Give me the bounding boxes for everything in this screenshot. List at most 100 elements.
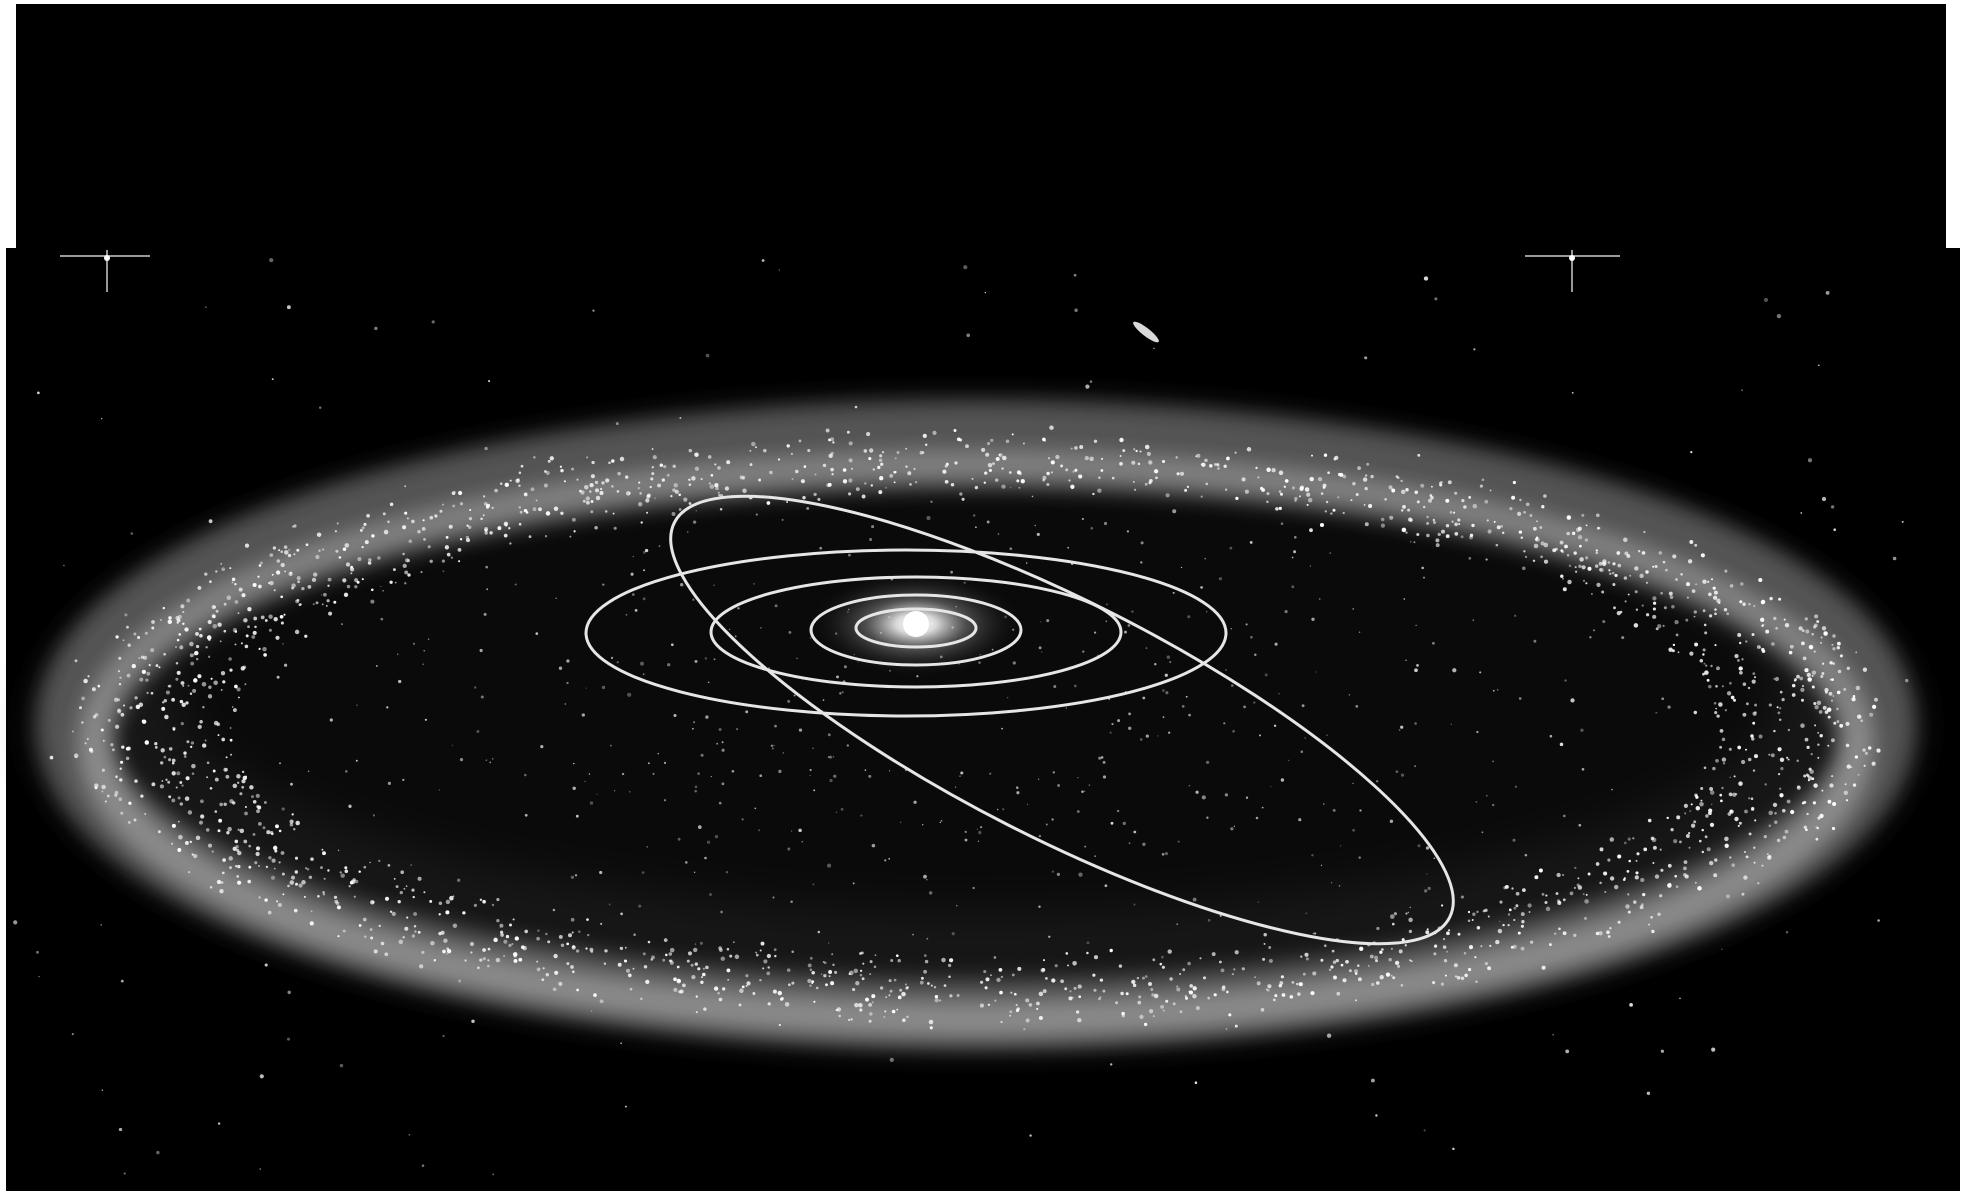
belt-particle xyxy=(114,724,120,729)
belt-particle xyxy=(905,465,908,468)
belt-particle xyxy=(642,597,646,601)
background-star xyxy=(38,975,40,978)
belt-particle xyxy=(1599,881,1602,885)
belt-particle xyxy=(1420,483,1425,488)
background-star xyxy=(573,762,575,765)
belt-particle xyxy=(547,459,551,463)
belt-particle xyxy=(291,586,294,590)
belt-particle xyxy=(161,780,164,782)
belt-particle xyxy=(663,938,668,942)
belt-particle xyxy=(1602,620,1606,624)
belt-particle xyxy=(585,687,587,689)
belt-particle xyxy=(1395,475,1399,478)
belt-particle xyxy=(658,545,661,547)
belt-particle xyxy=(822,960,825,964)
belt-particle xyxy=(997,533,1000,535)
belt-particle xyxy=(1305,912,1308,914)
belt-particle xyxy=(405,885,408,888)
belt-particle xyxy=(1050,460,1055,465)
belt-particle xyxy=(1235,496,1239,501)
belt-particle xyxy=(1028,1003,1033,1007)
background-star xyxy=(679,417,682,419)
belt-particle xyxy=(543,483,548,488)
belt-particle xyxy=(441,559,445,563)
belt-particle xyxy=(831,953,834,956)
belt-particle xyxy=(1697,886,1702,891)
belt-particle xyxy=(354,879,359,884)
belt-particle xyxy=(1867,746,1872,750)
belt-particle xyxy=(1468,945,1474,950)
belt-particle xyxy=(1709,786,1714,791)
belt-particle xyxy=(165,690,170,695)
belt-particle xyxy=(668,952,673,956)
belt-particle xyxy=(1714,612,1717,616)
belt-particle xyxy=(101,790,104,793)
belt-particle xyxy=(366,513,370,518)
belt-particle xyxy=(942,469,947,474)
belt-particle xyxy=(755,446,757,449)
belt-particle xyxy=(1821,789,1824,792)
belt-particle xyxy=(470,951,473,954)
belt-particle xyxy=(1426,928,1429,931)
belt-particle xyxy=(1623,576,1628,580)
belt-particle xyxy=(694,466,700,471)
belt-particle xyxy=(496,919,500,923)
belt-particle xyxy=(212,614,216,619)
belt-particle xyxy=(1738,666,1743,671)
belt-particle xyxy=(1068,996,1073,1001)
belt-particle xyxy=(874,954,877,957)
belt-particle xyxy=(1400,489,1406,495)
belt-particle xyxy=(171,761,175,765)
belt-particle xyxy=(345,770,348,773)
belt-particle xyxy=(167,619,173,625)
belt-particle xyxy=(1006,696,1009,699)
belt-particle xyxy=(309,921,314,926)
belt-particle xyxy=(540,745,544,749)
belt-particle xyxy=(1714,644,1717,647)
belt-particle xyxy=(1852,783,1857,787)
belt-particle xyxy=(313,572,318,577)
belt-particle xyxy=(334,530,338,533)
belt-particle xyxy=(1639,573,1644,579)
belt-particle xyxy=(828,970,833,974)
belt-particle xyxy=(1224,488,1228,491)
belt-particle xyxy=(1075,1010,1080,1014)
background-star xyxy=(644,548,649,553)
belt-particle xyxy=(1754,819,1757,822)
belt-particle xyxy=(1267,989,1270,992)
belt-particle xyxy=(1306,492,1311,497)
belt-particle xyxy=(1654,874,1660,879)
belt-particle xyxy=(321,848,324,851)
belt-particle xyxy=(290,782,293,786)
belt-particle xyxy=(122,639,125,642)
belt-particle xyxy=(721,782,725,786)
belt-particle xyxy=(1363,503,1366,506)
belt-particle xyxy=(243,839,248,844)
belt-particle xyxy=(177,796,181,800)
belt-particle xyxy=(869,537,873,542)
belt-particle xyxy=(1596,582,1601,588)
belt-particle xyxy=(803,465,807,468)
belt-particle xyxy=(1486,519,1489,522)
belt-particle xyxy=(1152,958,1156,962)
belt-particle xyxy=(423,538,426,541)
belt-particle xyxy=(553,953,558,959)
belt-particle xyxy=(1585,524,1588,527)
belt-particle xyxy=(380,941,385,946)
belt-particle xyxy=(975,526,977,529)
belt-particle xyxy=(1270,785,1272,788)
belt-particle xyxy=(221,871,225,875)
belt-particle xyxy=(71,730,74,733)
belt-particle xyxy=(189,641,194,647)
belt-particle xyxy=(413,912,418,916)
belt-particle xyxy=(1728,792,1733,797)
belt-particle xyxy=(855,981,860,986)
belt-particle xyxy=(541,978,545,982)
belt-particle xyxy=(200,814,205,819)
belt-particle xyxy=(1089,456,1094,462)
background-star xyxy=(271,378,274,380)
belt-particle xyxy=(1702,648,1706,652)
belt-particle xyxy=(888,770,891,772)
belt-particle xyxy=(662,958,666,962)
belt-particle xyxy=(1647,818,1652,823)
